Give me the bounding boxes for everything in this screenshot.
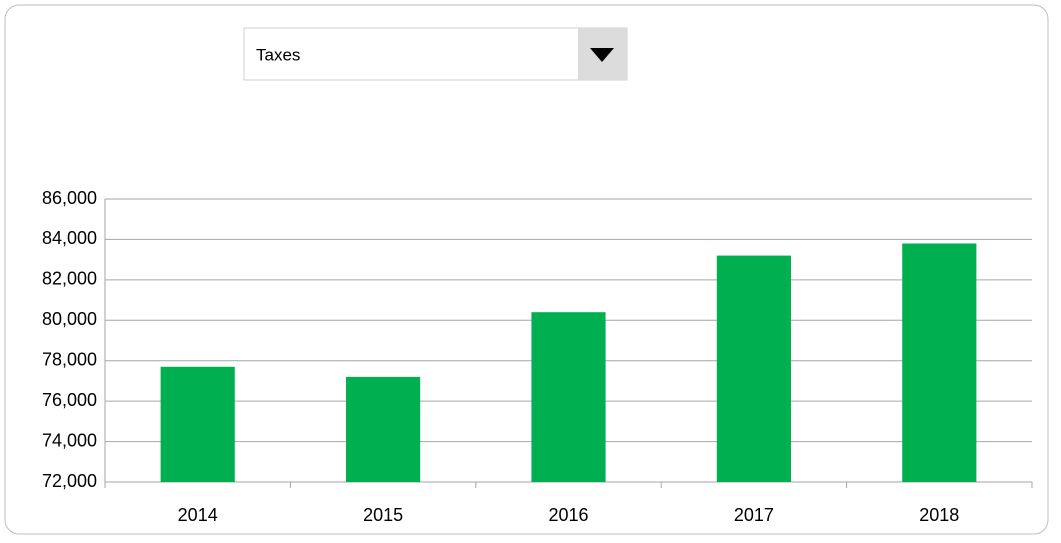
y-tick-label: 86,000 (42, 188, 97, 208)
x-tick-label: 2014 (178, 505, 218, 525)
y-tick-label: 74,000 (42, 430, 97, 450)
y-tick-label: 76,000 (42, 390, 97, 410)
bar (716, 255, 791, 482)
x-tick-label: 2015 (363, 505, 403, 525)
y-tick-label: 78,000 (42, 349, 97, 369)
dropdown-value[interactable]: Taxes (256, 45, 300, 64)
bar (160, 366, 235, 482)
y-tick-label: 84,000 (42, 228, 97, 248)
x-tick-label: 2017 (734, 505, 774, 525)
dropdown[interactable]: Taxes (243, 27, 628, 81)
y-tick-label: 72,000 (42, 471, 97, 491)
bar (346, 376, 421, 482)
bar (902, 243, 977, 482)
x-tick-label: 2018 (919, 505, 959, 525)
bar (531, 312, 606, 482)
y-tick-label: 82,000 (42, 269, 97, 289)
dropdown-arrow[interactable] (590, 48, 614, 62)
dropdown-box[interactable] (243, 27, 628, 81)
x-tick-label: 2016 (548, 505, 588, 525)
y-tick-label: 80,000 (42, 309, 97, 329)
